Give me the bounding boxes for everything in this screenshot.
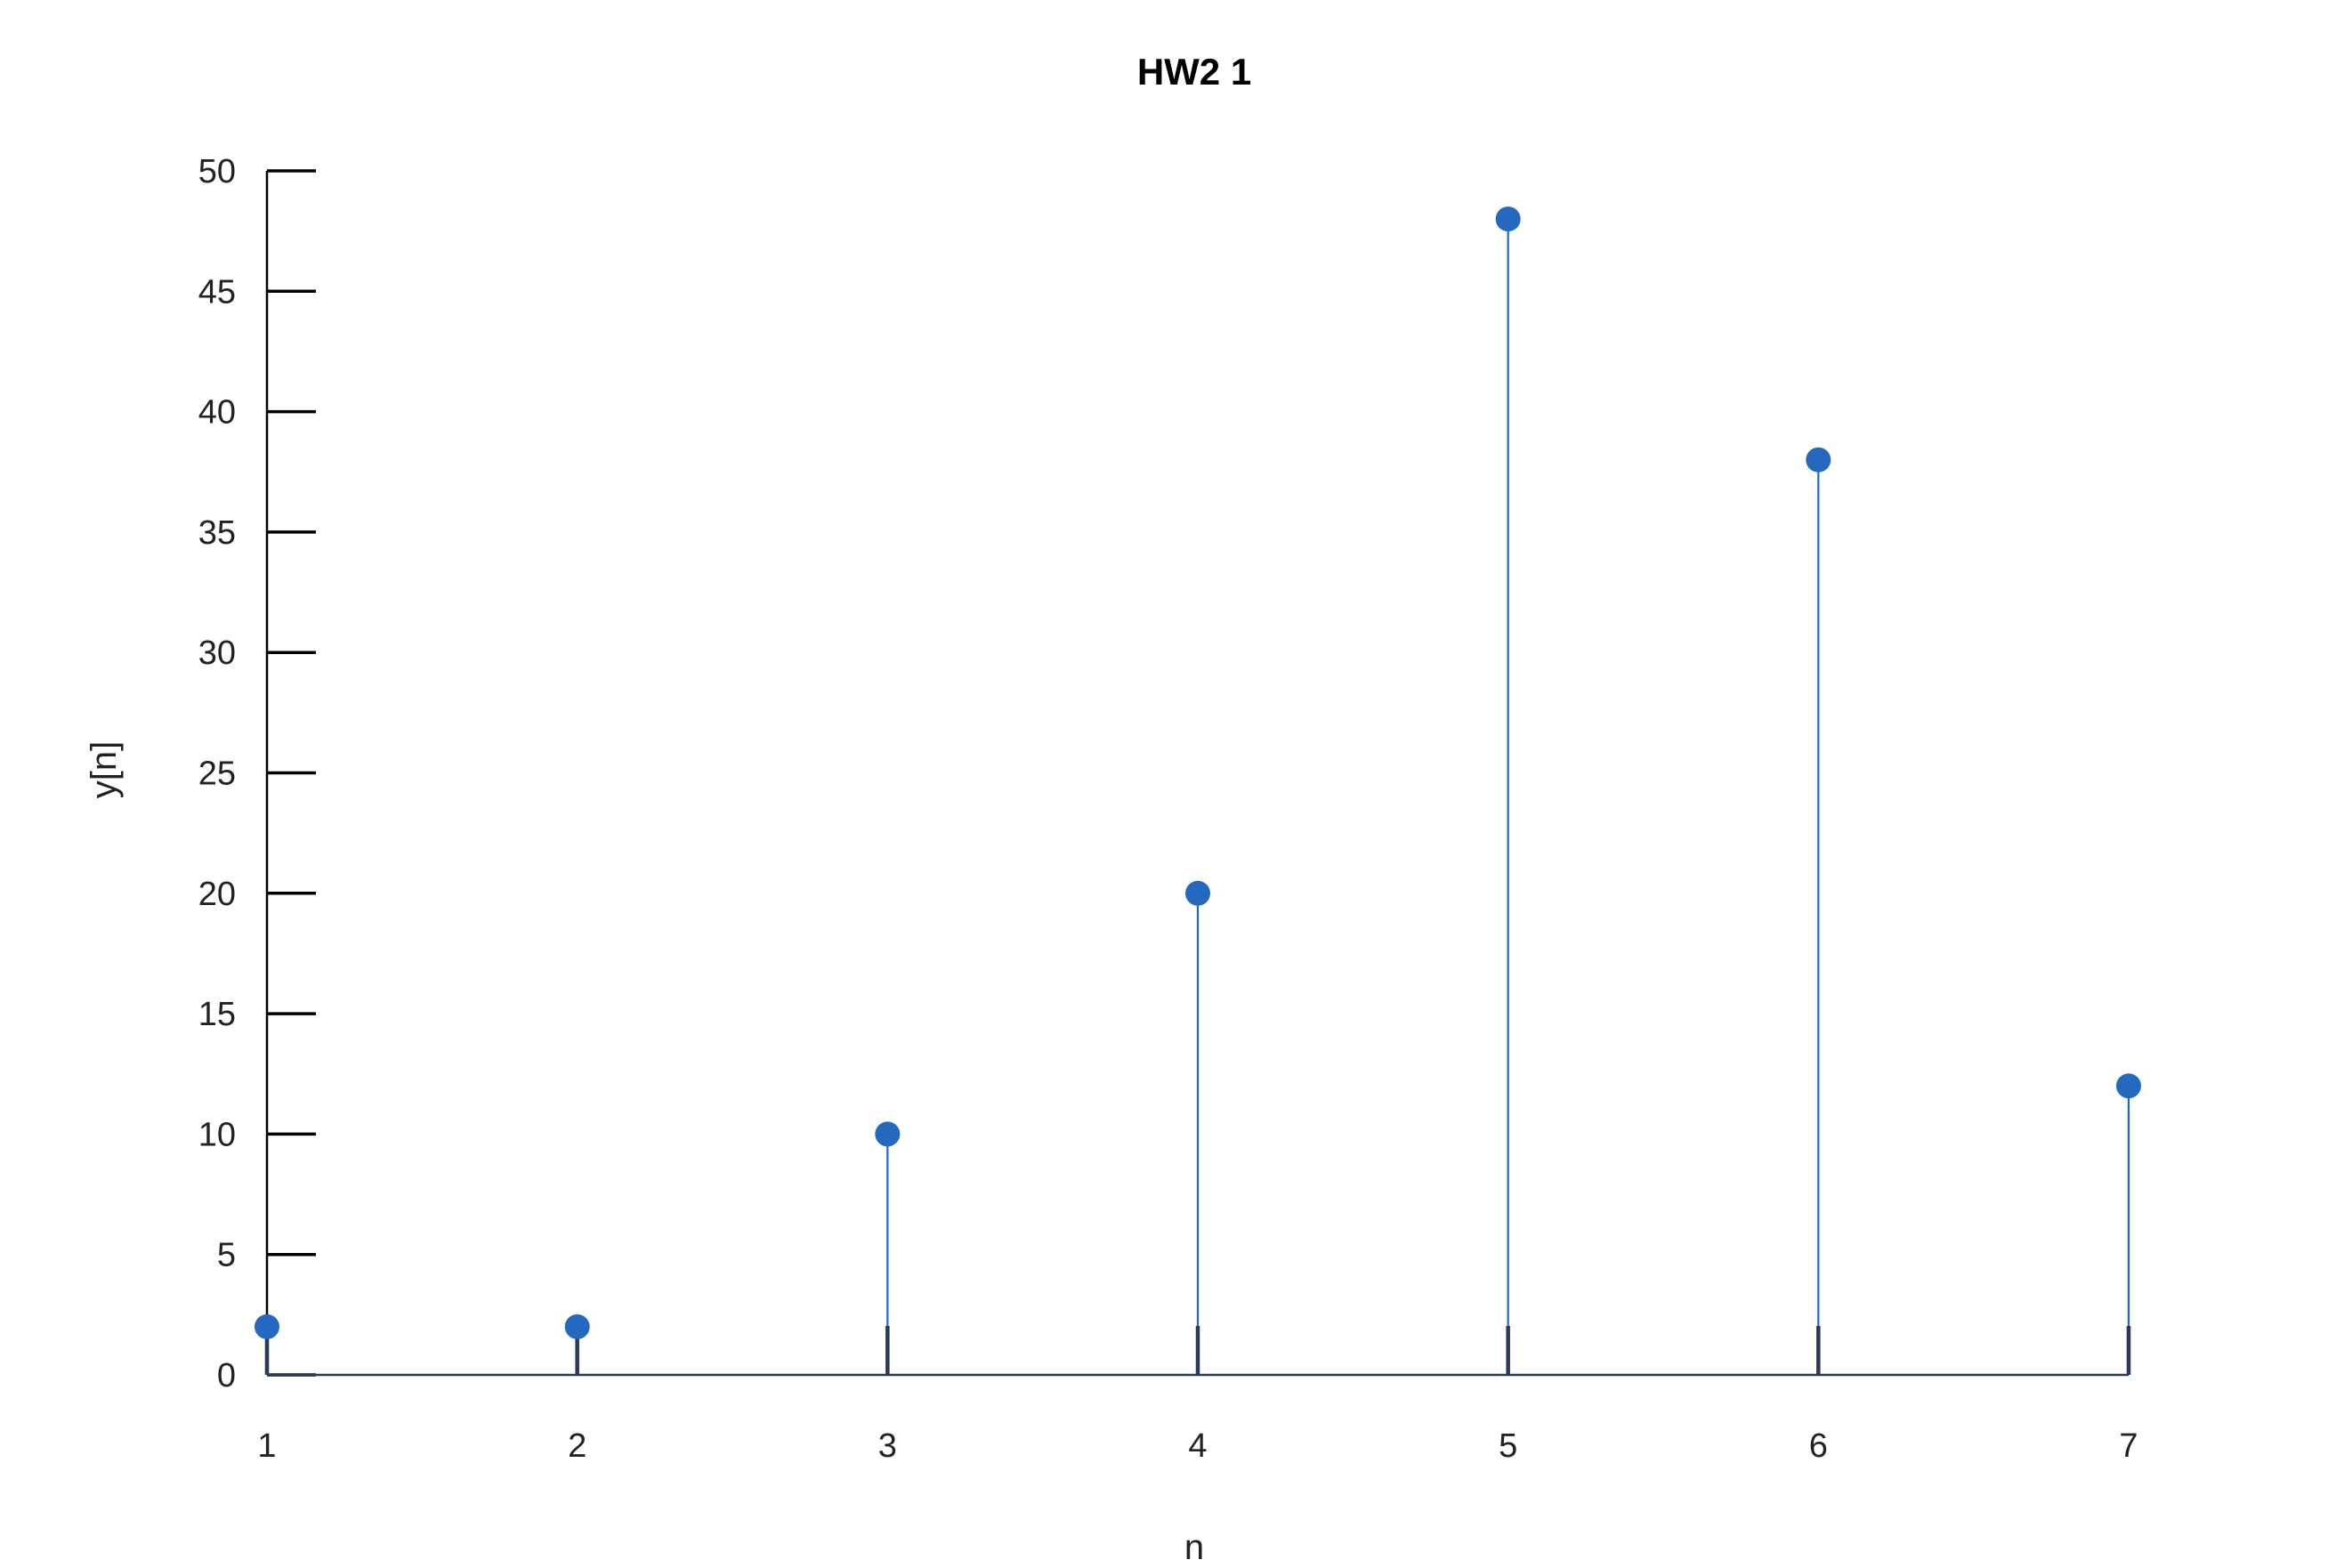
y-tick-label: 35: [198, 514, 236, 552]
x-tick-label: 7: [2119, 1427, 2138, 1465]
y-tick-label: 5: [217, 1237, 236, 1274]
stem-marker: [255, 1313, 279, 1339]
x-tick-label: 3: [878, 1427, 897, 1465]
x-tick-label: 5: [1499, 1427, 1517, 1465]
x-axis-label: n: [1184, 1528, 1204, 1567]
stem-marker: [564, 1313, 590, 1339]
y-tick-label: 15: [198, 996, 236, 1033]
x-tick-label: 2: [568, 1427, 586, 1465]
stem-marker: [1806, 447, 1831, 473]
stem-marker: [2116, 1073, 2141, 1099]
y-tick-label: 30: [198, 634, 236, 672]
stem-marker: [1495, 206, 1521, 232]
y-tick-label: 40: [198, 394, 236, 432]
x-tick-label: 6: [1809, 1427, 1828, 1465]
y-axis-label: y[n]: [85, 741, 124, 798]
y-tick-label: 25: [198, 756, 236, 793]
y-tick-label: 0: [217, 1357, 236, 1394]
stem-marker: [1185, 880, 1210, 906]
y-axis: 0 5 10 15 20 25 30 35 40 45 50: [198, 153, 316, 1394]
stem-series: [255, 206, 2141, 1375]
y-tick-label: 45: [198, 273, 236, 311]
y-tick-label: 50: [198, 153, 236, 190]
x-axis-ticks: 1 2 3 4 5 6 7: [257, 1373, 2138, 1465]
chart-title: HW2 1: [1137, 51, 1251, 93]
x-tick-label: 1: [257, 1427, 276, 1465]
y-tick-label: 10: [198, 1116, 236, 1153]
x-tick-label: 4: [1188, 1427, 1207, 1465]
y-tick-label: 20: [198, 876, 236, 913]
stem-marker: [875, 1121, 901, 1147]
